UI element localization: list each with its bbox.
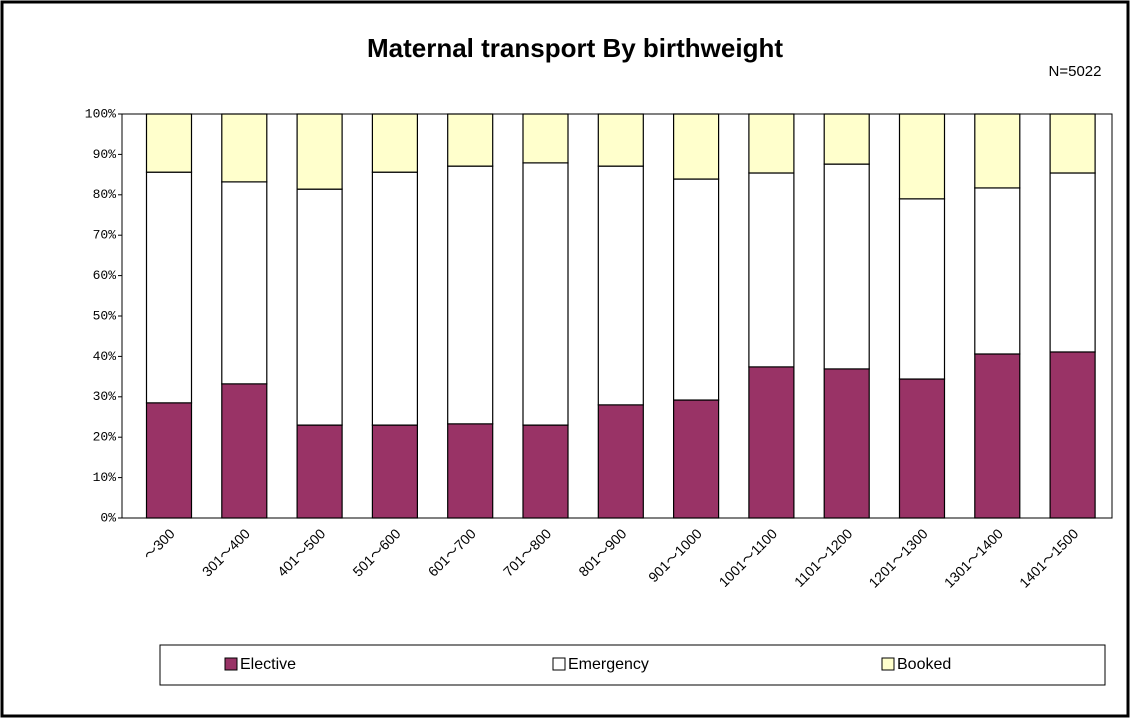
bar-segment — [371, 113, 418, 173]
bar-segment — [522, 424, 569, 519]
annotation: N=5022 — [1049, 63, 1102, 80]
bar-segment — [748, 366, 795, 519]
bar-segment — [221, 113, 268, 183]
y-tick-label: 90% — [93, 147, 117, 162]
y-tick-label: 40% — [93, 349, 117, 364]
y-tick-label: 0% — [100, 510, 116, 525]
legend-label: Elective — [240, 656, 296, 673]
bar-segment — [748, 113, 795, 174]
bar-segment — [823, 368, 870, 519]
bar-segment — [823, 113, 870, 165]
bar-segment — [447, 423, 494, 519]
bar-segment — [1049, 113, 1096, 174]
bar-segment — [823, 163, 870, 370]
bar-segment — [296, 188, 343, 426]
bar-segment — [748, 172, 795, 368]
bar-segment — [597, 113, 644, 167]
bar-segment — [447, 113, 494, 167]
bar-segment — [898, 378, 946, 519]
bar-segment — [296, 424, 343, 519]
legend-box — [159, 644, 1106, 686]
bar-segment — [672, 178, 720, 401]
bar-segment — [522, 113, 569, 164]
bar-segment — [447, 165, 494, 425]
bar-segment — [597, 404, 644, 519]
chart-title: Maternal transport By birthweight — [367, 33, 783, 63]
bar-segment — [672, 399, 720, 519]
bar-segment — [672, 113, 720, 180]
y-tick-label: 10% — [93, 470, 117, 485]
y-tick-label: 20% — [93, 430, 117, 445]
y-tick-label: 100% — [85, 106, 116, 121]
legend-swatch — [552, 657, 566, 671]
bar-segment — [221, 181, 268, 385]
legend-label: Booked — [897, 656, 951, 673]
bar-segment — [1049, 351, 1096, 519]
bar-segment — [1049, 172, 1096, 353]
bar-segment — [221, 383, 268, 519]
bar-segment — [371, 171, 418, 426]
bar-segment — [974, 113, 1021, 189]
bar-segment — [522, 162, 569, 426]
legend-swatch — [224, 657, 238, 671]
y-tick-label: 60% — [93, 268, 117, 283]
bar-segment — [974, 353, 1021, 519]
y-tick-label: 70% — [93, 228, 117, 243]
bar-segment — [597, 165, 644, 406]
y-tick-label: 30% — [93, 389, 117, 404]
legend-swatch — [881, 657, 895, 671]
bar-segment — [296, 113, 343, 190]
legend-label: Emergency — [568, 656, 649, 673]
y-tick-label: 50% — [93, 308, 117, 323]
y-tick-label: 80% — [93, 187, 117, 202]
bar-segment — [898, 198, 946, 380]
bar-segment — [371, 424, 418, 519]
bar-segment — [145, 171, 193, 404]
bar-segment — [898, 113, 946, 200]
bar-segment — [974, 187, 1021, 355]
bar-segment — [145, 113, 193, 173]
bar-segment — [145, 402, 193, 519]
